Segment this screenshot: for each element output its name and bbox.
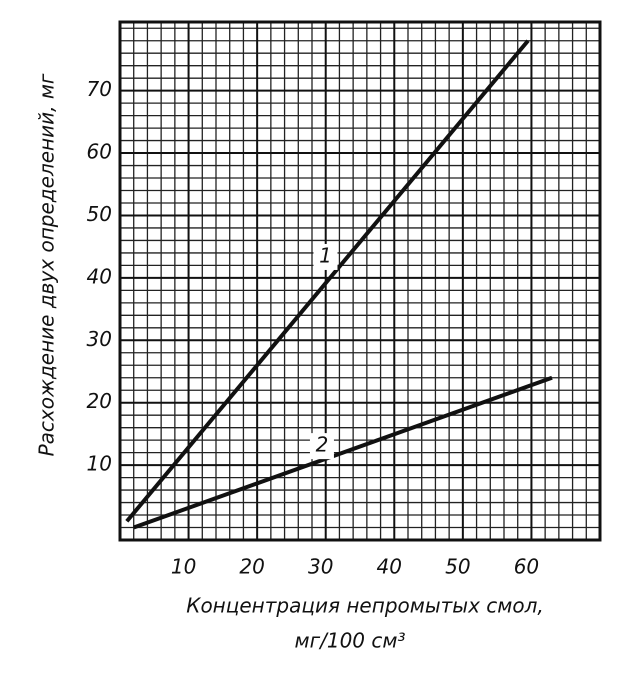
x-tick-label: 50 <box>445 555 470 579</box>
y-tick-label: 70 <box>87 77 112 101</box>
y-tick-label: 40 <box>87 264 112 288</box>
y-tick-label: 60 <box>87 140 112 164</box>
line-label: 1 <box>319 243 332 267</box>
x-tick-label: 40 <box>377 555 402 579</box>
plot-frame <box>118 20 602 542</box>
line-label: 2 <box>316 433 329 457</box>
y-tick-label: 30 <box>87 327 112 351</box>
y-axis-label: Расхождение двух определений, мг <box>35 73 59 456</box>
x-axis-label: Концентрация непромытых смол, <box>186 594 543 618</box>
data-line <box>133 375 553 530</box>
y-tick-label: 10 <box>87 452 112 476</box>
x-tick-label: 30 <box>308 555 333 579</box>
x-tick-label: 20 <box>239 555 264 579</box>
line-label-bg <box>309 433 334 460</box>
x-tick-label: 10 <box>171 555 196 579</box>
data-line <box>125 39 530 523</box>
y-tick-label: 20 <box>87 389 112 413</box>
y-tick-label: 50 <box>87 202 112 226</box>
line-label-bg <box>313 243 338 270</box>
x-axis-label: мг/100 см³ <box>295 629 406 653</box>
x-tick-label: 60 <box>514 555 539 579</box>
